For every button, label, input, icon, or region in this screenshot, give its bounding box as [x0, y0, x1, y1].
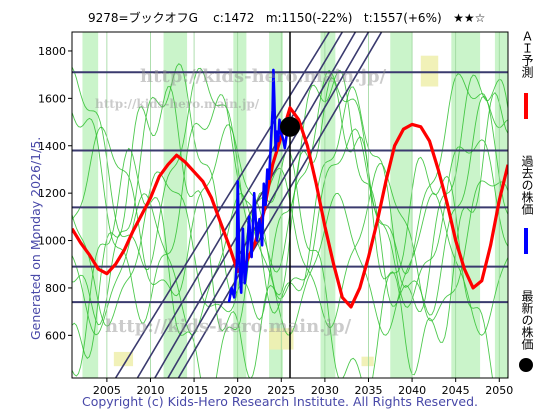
x-tick-label-2: 2015 [180, 384, 208, 397]
x-tick-label-7: 2040 [398, 384, 426, 397]
legend-past-swatch [524, 228, 528, 254]
current-price-marker [280, 116, 300, 137]
header-text: 9278=ブックオフG c:1472 m:1150(-22%) t:1557(+… [88, 9, 485, 26]
generated-label: Generated on Monday 2026/1/5. [28, 136, 43, 340]
yellow-band-0 [113, 351, 134, 367]
watermark-0: http://kids-hero.main.jp/ [140, 66, 387, 87]
legend-forecast-label: ＡＩ予測 [520, 30, 534, 78]
band-5 [390, 32, 413, 378]
legend-latest-label: 最新の株価 [520, 290, 534, 350]
y-tick-label-2: 1000 [38, 235, 66, 248]
header-current: c:1472 [213, 11, 255, 25]
legend-forecast-swatch [524, 93, 528, 119]
x-tick-label-0: 2005 [93, 384, 121, 397]
trend-line-3 [167, 32, 370, 378]
y-tick-label-5: 1600 [38, 92, 66, 105]
header-stars: ★★☆ [453, 11, 486, 25]
x-tick-label-8: 2045 [442, 384, 470, 397]
y-tick-label-3: 1200 [38, 187, 66, 200]
chart-header: 9278=ブックオフG c:1472 m:1150(-22%) t:1557(+… [0, 0, 560, 32]
x-tick-label-1: 2010 [136, 384, 164, 397]
band-0 [82, 32, 99, 378]
y-tick-label-1: 800 [45, 282, 66, 295]
band-7 [494, 32, 508, 378]
x-tick-label-5: 2030 [311, 384, 339, 397]
legend-latest-dot [519, 358, 533, 372]
header-mean: m:1150(-22%) [265, 11, 353, 25]
x-tick-label-9: 2050 [485, 384, 513, 397]
x-tick-label-3: 2020 [224, 384, 252, 397]
y-tick-label-6: 1800 [38, 45, 66, 58]
yellow-band-2 [420, 55, 439, 87]
trend-line-1 [136, 32, 344, 378]
y-tick-label-4: 1400 [38, 140, 66, 153]
copyright: Copyright (c) Kids-Hero Research Institu… [81, 394, 479, 409]
series-forecast-line [72, 106, 508, 309]
header-target: t:1557(+6%) [363, 11, 442, 25]
watermark-2: http://kids-hero.main.jp/ [105, 316, 352, 337]
header-code-name: 9278=ブックオフG [88, 11, 198, 25]
plot-layer [72, 32, 508, 378]
trend-line-0 [114, 32, 330, 378]
legend-past-label: 過去の株価 [520, 155, 534, 215]
yellow-band-3 [361, 356, 374, 367]
x-tick-label-4: 2025 [267, 384, 295, 397]
trend-line-4 [177, 32, 383, 378]
band-6 [451, 32, 481, 378]
plot-frame [71, 31, 509, 379]
watermark-1: http://kids-hero.main.jp/ [95, 97, 260, 111]
y-tick-label-0: 600 [45, 329, 66, 342]
x-tick-label-6: 2035 [354, 384, 382, 397]
